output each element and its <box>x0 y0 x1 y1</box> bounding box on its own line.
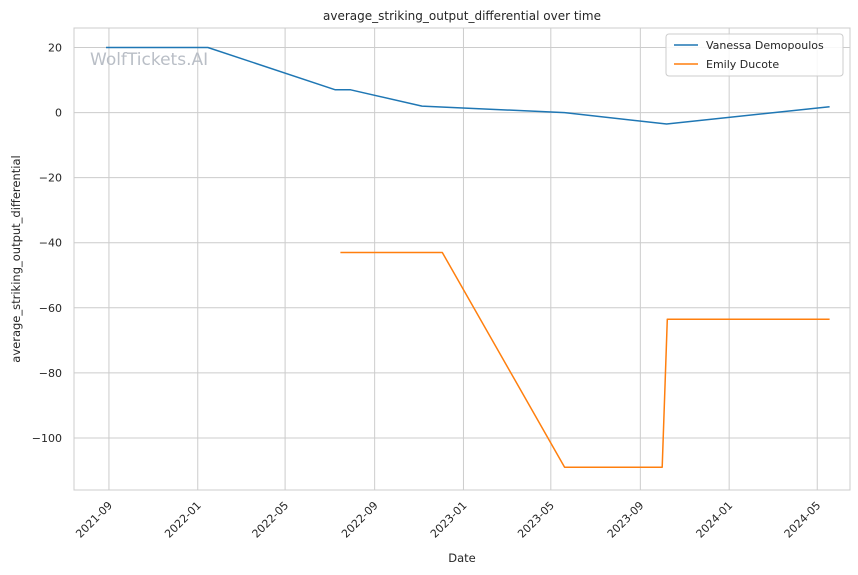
series-line-emily-ducote <box>340 251 830 468</box>
series-line-vanessa-demopoulos <box>106 46 830 125</box>
y-tick-label: −20 <box>39 172 62 185</box>
chart-title: average_striking_output_differential ove… <box>323 9 601 23</box>
watermark: WolfTickets.AI <box>90 50 208 70</box>
y-tick-label: −80 <box>39 367 62 380</box>
legend-label-vanessa-demopoulos: Vanessa Demopoulos <box>706 39 824 52</box>
y-axis-label: average_striking_output_differential <box>9 155 23 362</box>
y-tick-label: −40 <box>39 237 62 250</box>
plot-area-frame <box>73 27 851 491</box>
y-axis-ticks: 20 0 −20 −40 −60 −80 −100 <box>32 42 62 445</box>
legend-box <box>665 33 844 77</box>
series-lines <box>106 46 830 468</box>
y-tick-label: −100 <box>32 432 62 445</box>
legend-label-emily-ducote: Emily Ducote <box>706 58 779 71</box>
x-axis-label: Date <box>448 551 476 565</box>
legend: Vanessa Demopoulos Emily Ducote <box>665 33 844 77</box>
y-tick-label: −60 <box>39 302 62 315</box>
y-tick-label: 0 <box>55 107 62 120</box>
y-tick-label: 20 <box>48 42 62 55</box>
